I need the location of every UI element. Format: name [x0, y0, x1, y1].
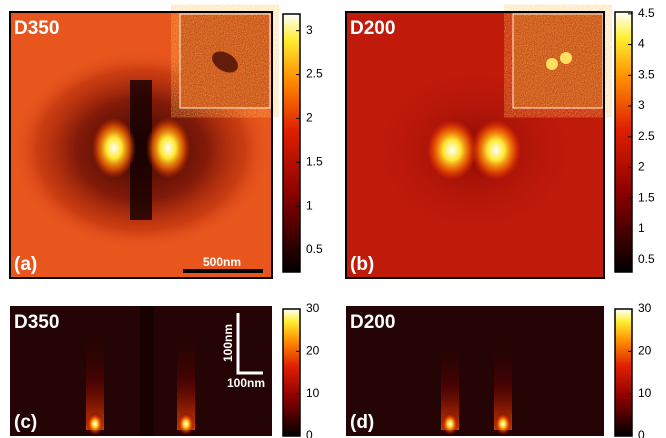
colorbar-tick-label: 4.5: [638, 6, 655, 20]
colorbar-tick-label: 2.5: [306, 67, 323, 81]
panel-letter: (b): [350, 254, 374, 275]
colorbar-tick-label: 3.5: [638, 67, 655, 81]
colorbar-tick-label: 0: [638, 428, 645, 438]
panel-title: D200: [350, 18, 395, 39]
scale-bar-label: 500nm: [203, 255, 241, 269]
scale-bar-label: 100nm: [227, 376, 265, 390]
colorbar-tick-label: 2: [638, 160, 645, 174]
colorbar-tick-label: 30: [306, 301, 320, 315]
colorbar: [614, 308, 633, 437]
colorbar-tick-label: 3: [638, 98, 645, 112]
colorbar: [282, 13, 301, 273]
colorbar-tick-label: 10: [638, 386, 652, 400]
colorbar-tick-label: 1: [306, 198, 313, 212]
panel-letter: (d): [350, 412, 374, 433]
panel-title: D200: [350, 312, 395, 333]
panel-b-image: [345, 11, 605, 279]
colorbar: [282, 308, 301, 437]
colorbar-tick-label: 20: [638, 344, 652, 358]
colorbar: [614, 11, 633, 273]
colorbar-tick-label: 0.5: [306, 242, 323, 256]
colorbar-tick-label: 20: [306, 344, 320, 358]
colorbar-tick-label: 30: [638, 301, 652, 315]
colorbar-tick-label: 1: [638, 221, 645, 235]
panel-c-image: [10, 306, 272, 436]
colorbar-tick-label: 0: [306, 428, 313, 438]
colorbar-tick-label: 1.5: [306, 154, 323, 168]
scale-bar-label: 100nm: [221, 324, 235, 362]
panel-title: D350: [14, 312, 59, 333]
colorbar-tick-label: 1.5: [638, 190, 655, 204]
colorbar-tick-label: 3: [306, 23, 313, 37]
panel-letter: (c): [14, 412, 37, 433]
panel-title: D350: [14, 18, 59, 39]
panel-d-image: [346, 306, 604, 436]
panel-letter: (a): [14, 254, 37, 275]
colorbar-tick-label: 10: [306, 386, 320, 400]
colorbar-tick-label: 4: [638, 37, 645, 51]
colorbar-tick-label: 0.5: [638, 252, 655, 266]
colorbar-tick-label: 2: [306, 111, 313, 125]
panel-a-image: [9, 11, 273, 279]
colorbar-tick-label: 2.5: [638, 129, 655, 143]
